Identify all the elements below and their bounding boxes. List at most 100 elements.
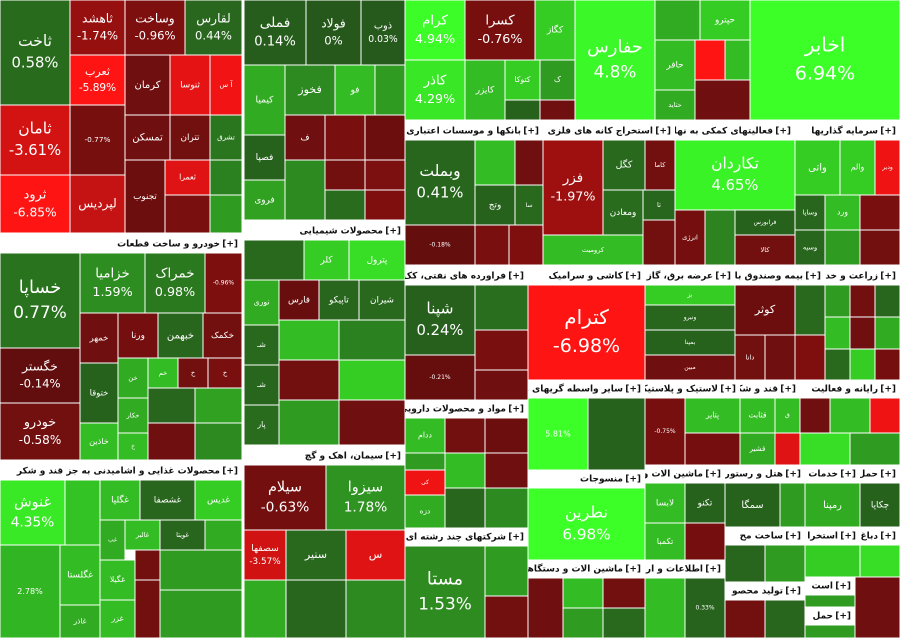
tile-label: لپردیس	[78, 197, 117, 212]
tile-label: خم	[159, 369, 168, 377]
tile	[805, 482, 860, 527]
tile	[204, 519, 242, 551]
tile-label: ددام	[418, 431, 432, 440]
tile-label: ودیر	[881, 164, 893, 171]
tile	[484, 545, 528, 597]
tile	[324, 159, 366, 191]
sector-expand: [+]	[625, 385, 641, 395]
tile	[805, 594, 855, 607]
tile	[184, 0, 242, 56]
tile	[474, 329, 528, 371]
tile-label: کتوکا	[514, 75, 530, 84]
sector: کرام 4.94% کسرا -0.76% کگاز کاذر 4.29% کایزر کتو…	[405, 0, 575, 120]
tile	[684, 577, 725, 638]
tile-label: حفارس	[587, 38, 643, 58]
tile	[464, 0, 536, 61]
tile-label: والم	[851, 163, 865, 172]
tile	[202, 312, 242, 359]
sector: اخابر 6.94%	[750, 0, 900, 120]
tile	[69, 174, 126, 233]
tile-value: 0%	[324, 34, 342, 48]
tile	[364, 189, 405, 220]
sector-title: زراعت و خدما	[816, 272, 878, 282]
tile-label: پترول	[367, 256, 388, 266]
sector: [+]لاستیک و پلاستیک -0.75% پتایر	[645, 380, 740, 465]
tile	[338, 359, 405, 401]
sector: [+]بیمه وصندوق با کوثر دانا	[735, 267, 825, 380]
sector-expand: [+]	[523, 127, 539, 137]
tile-value: -0.21%	[429, 374, 451, 381]
sector: [+]محصولات غذایی و اشامیدنی به جز قند و …	[0, 462, 242, 638]
tile-label: حپترو	[714, 16, 735, 26]
tile-label: فارس	[288, 296, 310, 306]
tile	[405, 59, 466, 120]
tile	[244, 239, 305, 281]
tile-label: کالا	[761, 246, 771, 254]
tile-value: 0.03%	[368, 34, 398, 45]
tile	[405, 452, 446, 471]
tile	[860, 544, 900, 577]
sector: [+]ساخت مح	[725, 527, 805, 582]
tile	[474, 139, 516, 186]
tile-label: کاما	[655, 161, 667, 169]
tile-label: ورنا	[131, 331, 145, 341]
tile-label: وسیه	[803, 244, 817, 252]
sector-expand: [+]	[880, 470, 896, 480]
tile	[874, 316, 900, 350]
sector-title: حمل	[812, 612, 833, 622]
sector-expand: [+]	[385, 452, 401, 462]
sector-title: حمل و	[848, 470, 878, 480]
tile	[324, 189, 366, 220]
sector: [+]محصولات شیمیایی کلر پترول نوری فارس تاپیکو…	[244, 222, 405, 445]
tile	[849, 284, 876, 318]
sector-title: سرمایه گذاریها	[811, 125, 878, 137]
tile	[654, 89, 696, 120]
tile-label: سنیر	[304, 548, 327, 561]
tile	[734, 209, 795, 236]
tile-value: 6.94%	[795, 63, 855, 85]
tile-label: وساپا	[803, 209, 818, 217]
tile-value: -1.74%	[77, 29, 118, 43]
tile	[124, 519, 161, 551]
tile-label: فزر	[562, 171, 583, 186]
sector-title: سیمان، اهک و گچ	[305, 450, 383, 462]
sector-expand: [+]	[840, 470, 856, 480]
tile-label: لابسا	[656, 499, 674, 509]
tile-label: کاذر	[423, 74, 447, 89]
tile	[209, 159, 242, 196]
tile-label: دانا	[746, 354, 755, 362]
sector-title: محصولات شیمیایی	[299, 227, 383, 237]
tile	[209, 54, 242, 116]
tile-label: سیزوا	[348, 479, 383, 495]
tile	[444, 487, 486, 528]
tile-label: کوثر	[754, 303, 776, 316]
sector-title: اطلاعات و ار	[645, 565, 703, 575]
tile	[0, 174, 71, 233]
tile	[99, 519, 126, 561]
tile	[194, 422, 242, 460]
tile-label: ثاخت	[18, 32, 52, 50]
tile	[508, 224, 543, 265]
tile	[704, 209, 736, 265]
tile-label: خمهر	[89, 333, 109, 343]
tile-value: -3.57%	[249, 557, 280, 567]
tile-label: خودرو	[23, 414, 56, 430]
tile	[528, 487, 645, 560]
sector: [+]کاشی و سرامیک کترام -6.98%	[528, 267, 645, 380]
tile-value: -1.97%	[551, 188, 596, 203]
tile-label: غشصفا	[154, 496, 182, 506]
tile	[734, 234, 795, 265]
tile-label: کگاز	[546, 25, 564, 36]
tile-label: سیلام	[268, 479, 302, 495]
tile	[338, 319, 405, 361]
tile-label: غگلپا	[111, 495, 129, 506]
tile-label: قثابت	[748, 411, 766, 420]
tile	[244, 134, 286, 181]
tile-value: -0.76%	[478, 31, 523, 46]
tile	[645, 397, 686, 465]
tile	[562, 577, 604, 609]
tile	[824, 229, 861, 265]
tile-label: حافر	[665, 61, 683, 71]
tile-value: 0.24%	[417, 322, 464, 339]
tile	[750, 0, 900, 120]
